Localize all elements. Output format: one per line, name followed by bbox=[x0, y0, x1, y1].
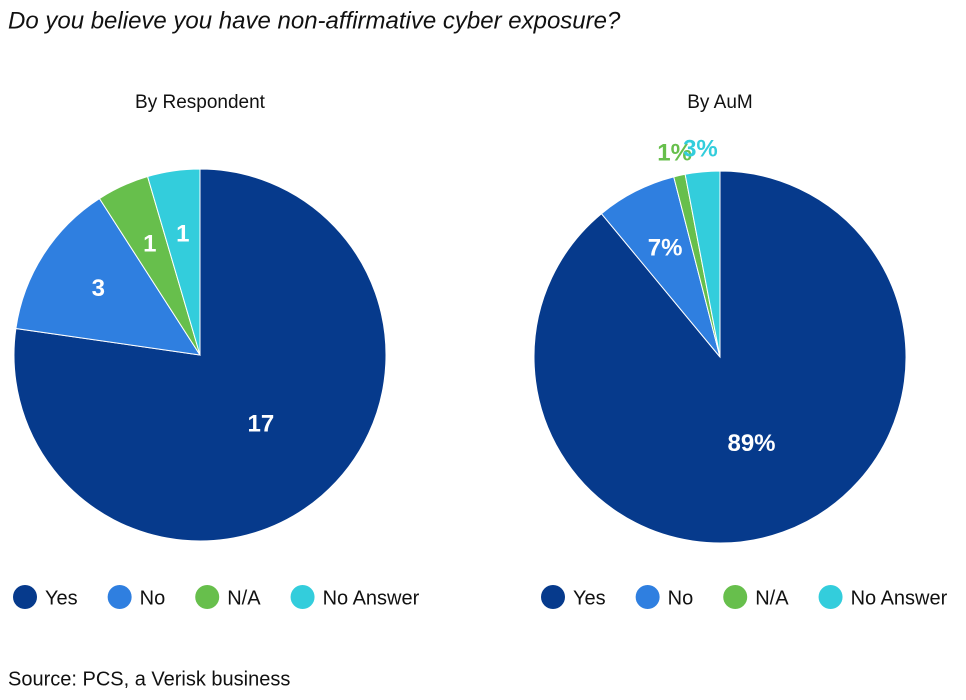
legend-marker bbox=[13, 585, 37, 609]
legend-marker bbox=[290, 585, 315, 609]
legend-marker bbox=[818, 585, 843, 609]
data-label: 1% bbox=[657, 139, 692, 166]
pie-title: By Respondent bbox=[135, 92, 266, 113]
legend-label: Yes bbox=[45, 587, 78, 609]
legend-marker bbox=[107, 585, 132, 609]
legend-label: No Answer bbox=[323, 587, 420, 609]
pie-slice bbox=[146, 168, 201, 356]
data-label: 3% bbox=[683, 135, 718, 162]
data-label: 89% bbox=[727, 430, 775, 457]
data-label: 1 bbox=[143, 230, 156, 257]
legend-label: Yes bbox=[573, 587, 606, 609]
data-label: 1 bbox=[176, 221, 189, 248]
data-label: 3 bbox=[92, 275, 105, 302]
legend-label: No bbox=[140, 587, 166, 609]
legend-marker bbox=[635, 585, 660, 609]
data-label: 17 bbox=[248, 411, 275, 438]
legend-label: N/A bbox=[227, 587, 261, 609]
legend-marker bbox=[195, 585, 220, 609]
legend-marker bbox=[723, 585, 748, 609]
legend-label: N/A bbox=[755, 587, 789, 609]
legend-label: No bbox=[668, 587, 694, 609]
page-title: Do you believe you have non-affirmative … bbox=[8, 7, 621, 34]
pie-title: By AuM bbox=[687, 92, 752, 113]
legend-marker bbox=[541, 585, 565, 609]
source: Source: PCS, a Verisk business bbox=[8, 668, 290, 690]
legend-label: No Answer bbox=[851, 587, 948, 609]
data-label: 7% bbox=[648, 235, 683, 262]
pie-slice bbox=[15, 197, 202, 356]
pie-slice bbox=[684, 170, 721, 358]
